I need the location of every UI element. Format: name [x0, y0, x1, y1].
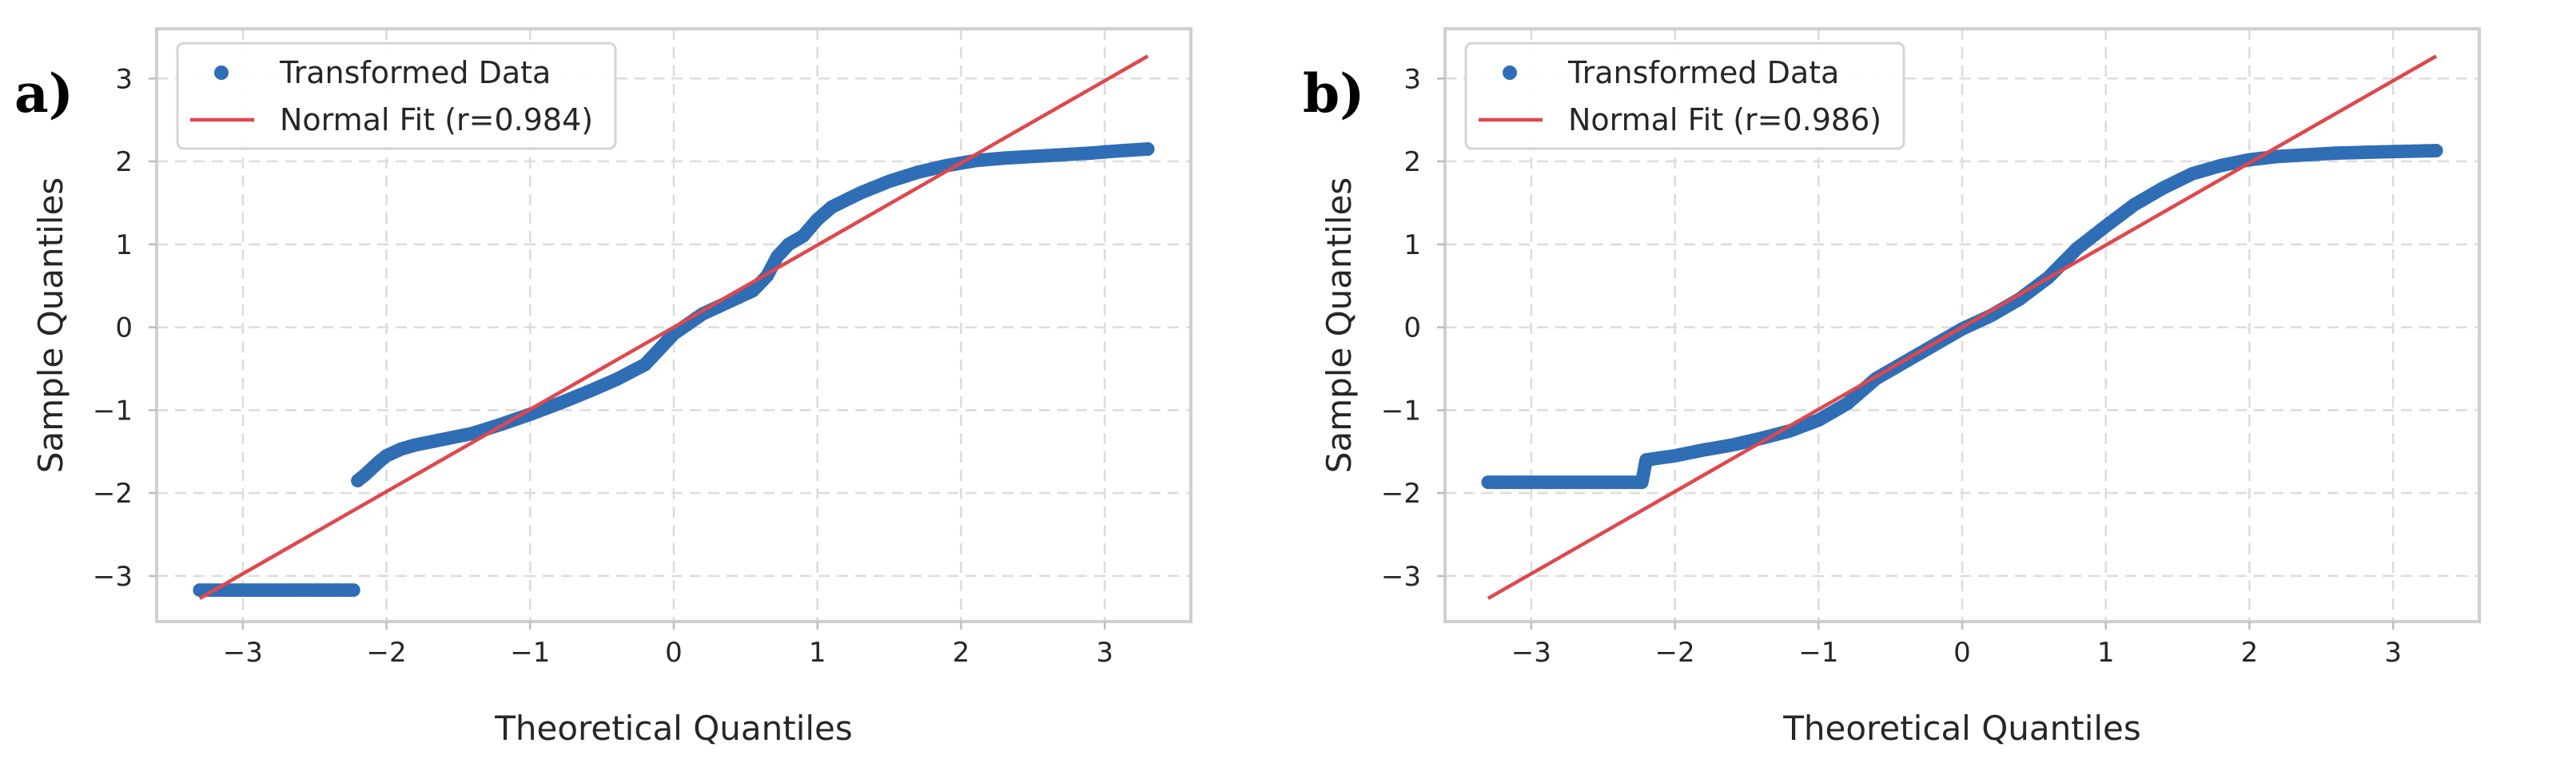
- data-point: [1141, 141, 1155, 156]
- data-point: [2429, 144, 2443, 158]
- legend-box: [1464, 42, 1905, 150]
- legend-label-data: Transformed Data: [1567, 55, 1839, 90]
- x-tick-label: −2: [366, 637, 406, 669]
- data-points: [193, 141, 1155, 598]
- x-tick-label: 0: [1953, 637, 1971, 669]
- data-point: [346, 583, 360, 598]
- y-axis-title: Sample Quantiles: [31, 177, 70, 473]
- data-points: [1481, 144, 2443, 490]
- qq-plot-panel-b: −3 −2 −1 0 1 2 3 −3 −2 −1 0 1 2 3 Theoretical Quantile…: [1303, 27, 2481, 748]
- legend-label-fit: Normal Fit (r=0.984): [280, 102, 593, 137]
- legend-marker-points: [1503, 66, 1517, 80]
- panel-label: a): [14, 62, 74, 125]
- x-tick-label: 1: [809, 637, 826, 669]
- y-axis: −3 −2 −1 0 1 2 3: [1381, 63, 1445, 593]
- legend-box: [176, 42, 617, 150]
- y-tick-label: −2: [1381, 478, 1421, 510]
- y-tick-label: −1: [93, 395, 133, 427]
- legend: Transformed Data Normal Fit (r=0.986): [1464, 42, 1905, 150]
- legend-label-fit: Normal Fit (r=0.986): [1568, 102, 1881, 137]
- y-tick-label: 2: [1403, 146, 1421, 178]
- y-tick-label: 2: [115, 146, 133, 178]
- y-tick-label: 3: [115, 63, 133, 95]
- x-tick-label: −1: [510, 637, 550, 669]
- y-tick-label: 0: [115, 312, 133, 344]
- x-axis-title: Theoretical Quantiles: [1782, 709, 2141, 748]
- y-axis-title: Sample Quantiles: [1320, 177, 1359, 473]
- x-tick-label: 2: [953, 637, 970, 669]
- x-tick-label: 1: [2097, 637, 2115, 669]
- panel-label: b): [1303, 62, 1364, 125]
- x-axis-title: Theoretical Quantiles: [494, 709, 853, 748]
- x-tick-label: −3: [1511, 637, 1551, 669]
- x-tick-label: 0: [665, 637, 683, 669]
- x-axis: −3 −2 −1 0 1 2 3: [1511, 622, 2402, 669]
- y-tick-label: −3: [1381, 561, 1421, 593]
- x-tick-label: 3: [2384, 637, 2402, 669]
- y-tick-label: −2: [93, 478, 133, 510]
- x-tick-label: 2: [2241, 637, 2259, 669]
- y-tick-label: −1: [1381, 395, 1421, 427]
- qq-plot-panel-a: −3 −2 −1 0 1 2 3 −3 −2 −1 0 1 2 3 Theoretical Quantile…: [14, 27, 1192, 748]
- x-tick-label: −3: [223, 637, 263, 669]
- x-tick-label: −1: [1798, 637, 1838, 669]
- legend-label-data: Transformed Data: [279, 55, 551, 90]
- x-tick-label: −2: [1654, 637, 1694, 669]
- y-tick-label: −3: [93, 561, 133, 593]
- normal-fit-line: [198, 54, 1149, 600]
- normal-fit-line: [1487, 54, 2438, 600]
- y-tick-label: 1: [1403, 229, 1421, 261]
- x-axis: −3 −2 −1 0 1 2 3: [223, 622, 1113, 669]
- legend-marker-points: [214, 66, 229, 80]
- y-tick-label: 3: [1403, 63, 1421, 95]
- y-axis: −3 −2 −1 0 1 2 3: [93, 63, 157, 593]
- legend: Transformed Data Normal Fit (r=0.984): [176, 42, 617, 150]
- x-tick-label: 3: [1096, 637, 1113, 669]
- y-tick-label: 0: [1403, 312, 1421, 344]
- y-tick-label: 1: [115, 229, 133, 261]
